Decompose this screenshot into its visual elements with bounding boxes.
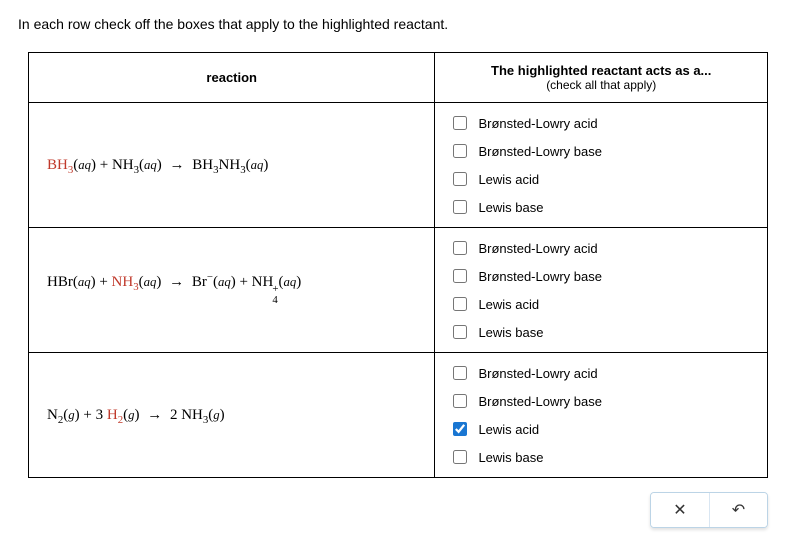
instruction-text: In each row check off the boxes that app…	[18, 16, 778, 32]
reaction-table: reaction The highlighted reactant acts a…	[28, 52, 768, 478]
header-acts-sub: (check all that apply)	[443, 78, 759, 92]
button-bar: ✕ ↶	[28, 492, 768, 528]
close-button[interactable]: ✕	[651, 493, 709, 527]
checkbox-lewis_acid[interactable]	[453, 297, 467, 311]
reaction-cell: HBr(aq) + NH3(aq) → Br−(aq) + NH+4(aq)	[29, 228, 435, 353]
option-label: Lewis base	[478, 200, 543, 215]
checkbox-bl_acid[interactable]	[453, 366, 467, 380]
checkbox-lewis_acid[interactable]	[453, 422, 467, 436]
reset-icon: ↶	[732, 500, 745, 520]
close-icon: ✕	[673, 500, 686, 520]
option-row-bl_acid[interactable]: Brønsted-Lowry acid	[449, 234, 753, 262]
options-cell: Brønsted-Lowry acid Brønsted-Lowry base Le…	[435, 228, 768, 353]
checkbox-bl_base[interactable]	[453, 394, 467, 408]
option-label: Lewis base	[478, 325, 543, 340]
header-acts-as: The highlighted reactant acts as a... (c…	[435, 53, 768, 103]
option-label: Brønsted-Lowry acid	[478, 366, 597, 381]
checkbox-lewis_acid[interactable]	[453, 172, 467, 186]
option-label: Brønsted-Lowry acid	[478, 116, 597, 131]
header-reaction: reaction	[29, 53, 435, 103]
options-cell: Brønsted-Lowry acid Brønsted-Lowry base Le…	[435, 353, 768, 478]
option-label: Lewis acid	[478, 297, 539, 312]
button-group: ✕ ↶	[650, 492, 768, 528]
checkbox-lewis_base[interactable]	[453, 325, 467, 339]
option-label: Lewis base	[478, 450, 543, 465]
checkbox-lewis_base[interactable]	[453, 450, 467, 464]
option-row-bl_base[interactable]: Brønsted-Lowry base	[449, 262, 753, 290]
option-row-lewis_base[interactable]: Lewis base	[449, 193, 753, 221]
option-label: Brønsted-Lowry base	[478, 144, 602, 159]
option-label: Lewis acid	[478, 422, 539, 437]
checkbox-lewis_base[interactable]	[453, 200, 467, 214]
option-row-lewis_base[interactable]: Lewis base	[449, 443, 753, 471]
reset-button[interactable]: ↶	[709, 493, 767, 527]
option-row-bl_acid[interactable]: Brønsted-Lowry acid	[449, 109, 753, 137]
reaction-cell: BH3(aq) + NH3(aq) → BH3NH3(aq)	[29, 103, 435, 228]
checkbox-bl_acid[interactable]	[453, 241, 467, 255]
option-row-bl_base[interactable]: Brønsted-Lowry base	[449, 137, 753, 165]
checkbox-bl_acid[interactable]	[453, 116, 467, 130]
option-row-lewis_base[interactable]: Lewis base	[449, 318, 753, 346]
option-row-bl_base[interactable]: Brønsted-Lowry base	[449, 387, 753, 415]
option-row-lewis_acid[interactable]: Lewis acid	[449, 290, 753, 318]
option-label: Brønsted-Lowry acid	[478, 241, 597, 256]
option-row-bl_acid[interactable]: Brønsted-Lowry acid	[449, 359, 753, 387]
options-cell: Brønsted-Lowry acid Brønsted-Lowry base Le…	[435, 103, 768, 228]
checkbox-bl_base[interactable]	[453, 144, 467, 158]
option-row-lewis_acid[interactable]: Lewis acid	[449, 165, 753, 193]
option-row-lewis_acid[interactable]: Lewis acid	[449, 415, 753, 443]
option-label: Lewis acid	[478, 172, 539, 187]
option-label: Brønsted-Lowry base	[478, 394, 602, 409]
checkbox-bl_base[interactable]	[453, 269, 467, 283]
option-label: Brønsted-Lowry base	[478, 269, 602, 284]
header-acts-title: The highlighted reactant acts as a...	[443, 63, 759, 78]
reaction-cell: N2(g) + 3 H2(g) → 2 NH3(g)	[29, 353, 435, 478]
